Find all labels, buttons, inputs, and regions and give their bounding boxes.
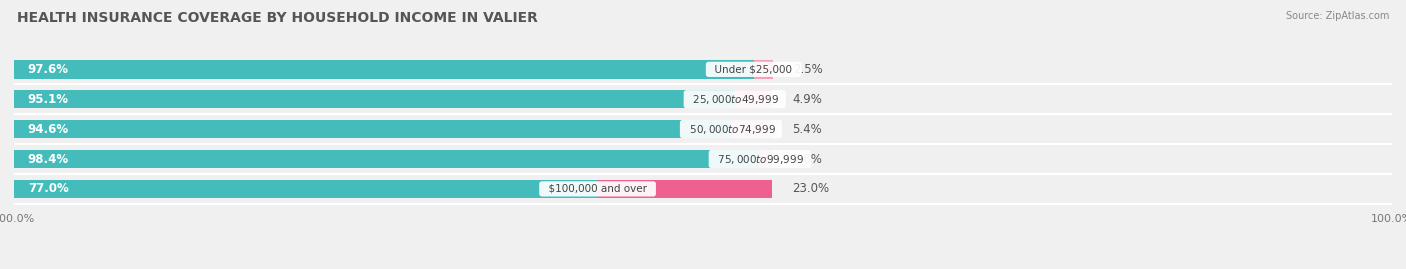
Bar — [735, 90, 772, 108]
Bar — [731, 120, 772, 138]
Bar — [14, 150, 759, 168]
Bar — [14, 60, 772, 79]
Bar — [754, 60, 773, 79]
Text: 2.5%: 2.5% — [793, 63, 823, 76]
Bar — [598, 180, 772, 198]
Bar — [14, 180, 598, 198]
Text: 23.0%: 23.0% — [793, 182, 830, 195]
Text: HEALTH INSURANCE COVERAGE BY HOUSEHOLD INCOME IN VALIER: HEALTH INSURANCE COVERAGE BY HOUSEHOLD I… — [17, 11, 537, 25]
Bar — [14, 120, 772, 138]
Text: 1.6%: 1.6% — [793, 153, 823, 165]
Text: $75,000 to $99,999: $75,000 to $99,999 — [711, 153, 808, 165]
Bar — [14, 90, 772, 108]
Bar — [14, 150, 772, 168]
Text: 98.4%: 98.4% — [28, 153, 69, 165]
Bar — [14, 180, 772, 198]
Text: 77.0%: 77.0% — [28, 182, 69, 195]
Text: $50,000 to $74,999: $50,000 to $74,999 — [682, 123, 779, 136]
Bar — [14, 120, 731, 138]
Bar — [14, 90, 735, 108]
Text: $100,000 and over: $100,000 and over — [541, 184, 654, 194]
Text: 4.9%: 4.9% — [793, 93, 823, 106]
Text: Source: ZipAtlas.com: Source: ZipAtlas.com — [1285, 11, 1389, 21]
Text: 97.6%: 97.6% — [28, 63, 69, 76]
Text: 5.4%: 5.4% — [793, 123, 823, 136]
Text: 94.6%: 94.6% — [28, 123, 69, 136]
Bar — [759, 150, 772, 168]
Text: $25,000 to $49,999: $25,000 to $49,999 — [686, 93, 783, 106]
Bar — [14, 60, 754, 79]
Text: Under $25,000: Under $25,000 — [709, 64, 799, 74]
Text: 95.1%: 95.1% — [28, 93, 69, 106]
